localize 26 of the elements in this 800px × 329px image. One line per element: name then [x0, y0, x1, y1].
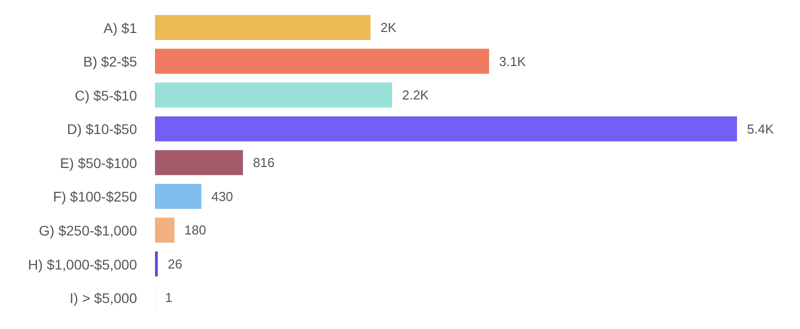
y-tick-label: G) $250-$1,000 [38, 222, 138, 239]
data-label: 180 [184, 222, 206, 238]
bar [155, 116, 737, 142]
data-label: 3.1K [499, 54, 526, 69]
bar [155, 82, 392, 108]
data-label: 26 [168, 256, 182, 272]
bar [155, 15, 371, 40]
data-label: 2.2K [402, 88, 430, 103]
y-tick-label: A) $1 [104, 20, 138, 36]
y-tick-label: H) $1,000-$5,000 [28, 256, 138, 272]
y-tick-label: D) $10-$50 [66, 121, 138, 138]
bar [155, 218, 174, 243]
data-label: 5.4K [747, 121, 774, 136]
bar [155, 251, 158, 276]
y-tick-label: C) $5-$10 [74, 87, 138, 104]
y-tick-label: F) $100-$250 [52, 188, 138, 205]
data-label: 430 [211, 188, 234, 204]
bar [155, 150, 243, 176]
data-label: 2K [380, 20, 397, 35]
data-label: 1 [165, 290, 172, 306]
data-label: 816 [252, 155, 275, 170]
y-tick-label: B) $2-$5 [83, 54, 138, 70]
bar [155, 184, 202, 209]
y-tick-label: E) $50-$100 [60, 154, 138, 171]
y-tick-label: I) > $5,000 [70, 290, 138, 306]
bar [155, 48, 490, 74]
